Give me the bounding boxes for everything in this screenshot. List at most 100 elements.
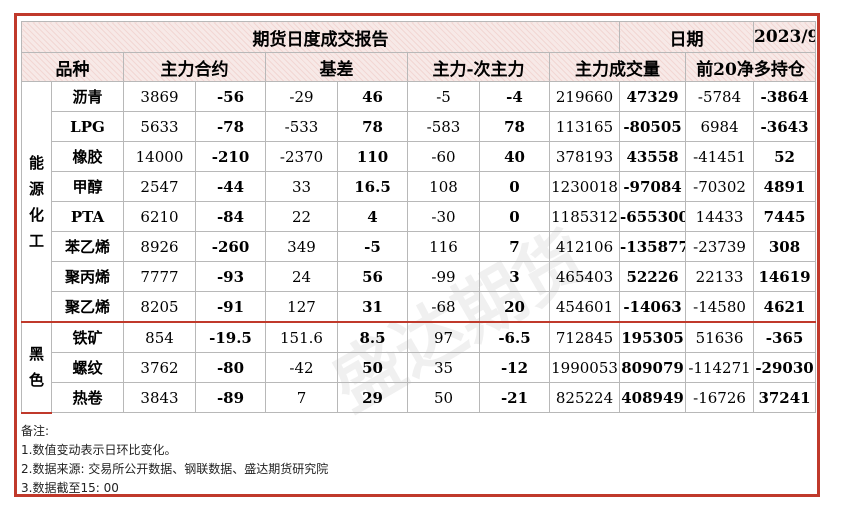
top20-value: 6984 [685,111,755,142]
main-contract-change: -80 [195,352,266,383]
spread-value: -5 [407,81,480,112]
top20-value: -41451 [685,141,755,172]
spread-value: 97 [407,321,480,353]
report-frame: 盛达期货 期货日度成交报告 日期 2023/9/21 品种 主力合约 基差 主力… [14,13,820,497]
spread-value: -99 [407,261,480,292]
table-row: 苯乙烯 8926 -260 349 -5 116 7 412106 -135877 -23739 3… [22,231,817,262]
volume-value: 454601 [548,291,621,323]
volume-value: 113165 [548,111,621,142]
product-name: 铁矿 [51,321,124,353]
volume-change: -97084 [619,171,687,202]
top20-change: -3864 [753,81,817,112]
top20-value: -114271 [685,352,755,383]
table-row: PTA 6210 -84 22 4 -30 0 1185312 -655300 14433 7445 [22,201,817,232]
top20-value: -14580 [685,291,755,323]
table-row: 黑色 铁矿 854 -19.5 151.6 8.5 97 -6.5 712845 195305 51… [21,321,817,414]
spread-value: -60 [407,141,480,172]
table-row: 橡胶 14000 -210 -2370 110 -60 40 378193 43558 -4145… [22,141,817,172]
spread-change: 7 [479,231,550,262]
spread-change: -21 [479,382,550,413]
header-basis: 基差 [265,52,408,82]
spread-change: 20 [479,291,550,323]
basis-value: 22 [265,201,338,232]
basis-change: 8.5 [337,321,408,353]
basis-value: 127 [265,291,338,323]
table-row: 能源化工 沥青 3869 -56 -29 46 -5 -4 219660 47329 -5784 -3… [21,81,817,323]
main-contract-change: -89 [195,382,266,413]
top20-change: 4621 [753,291,817,323]
basis-change: 4 [337,201,408,232]
volume-value: 1185312 [548,201,621,232]
top20-change: -365 [753,321,817,353]
basis-value: -42 [265,352,338,383]
main-contract-change: -210 [195,141,266,172]
volume-change: 408949 [619,382,687,413]
spread-value: 116 [407,231,480,262]
report-table: 期货日度成交报告 日期 2023/9/21 品种 主力合约 基差 主力-次主力 … [20,21,817,414]
product-name: LPG [51,111,124,142]
category-label: 黑色 [21,321,52,414]
main-contract-price: 3843 [123,382,196,413]
spread-change: 0 [479,171,550,202]
product-name: 聚乙烯 [51,291,124,323]
basis-value: 7 [265,382,338,413]
volume-change: 43558 [619,141,687,172]
main-contract-change: -84 [195,201,266,232]
table-row: LPG 5633 -78 -533 78 -583 78 113165 -80505 6984 -3… [22,111,817,142]
volume-change: 195305 [619,321,687,353]
volume-value: 1230018 [548,171,621,202]
basis-change: 50 [337,352,408,383]
main-contract-price: 3869 [123,81,196,112]
spread-value: 108 [407,171,480,202]
spread-change: 78 [479,111,550,142]
main-contract-price: 8926 [123,231,196,262]
main-contract-price: 7777 [123,261,196,292]
volume-value: 412106 [548,231,621,262]
product-name: 沥青 [51,81,124,112]
basis-value: 349 [265,231,338,262]
main-contract-price: 6210 [123,201,196,232]
basis-value: -2370 [265,141,338,172]
basis-change: -5 [337,231,408,262]
volume-change: 52226 [619,261,687,292]
top20-change: 308 [753,231,817,262]
top20-value: 14433 [685,201,755,232]
top20-change: 14619 [753,261,817,292]
top20-change: 37241 [753,382,817,413]
product-name: 橡胶 [51,141,124,172]
main-contract-price: 8205 [123,291,196,323]
notes-line: 3.数据截至15: 00 [21,481,119,495]
main-contract-change: -56 [195,81,266,112]
volume-change: -655300 [619,201,687,232]
volume-change: -135877 [619,231,687,262]
main-contract-change: -19.5 [195,321,266,353]
table-row: 聚丙烯 7777 -93 24 56 -99 3 465403 52226 22133 14619 [22,261,817,292]
volume-value: 825224 [548,382,621,413]
basis-change: 46 [337,81,408,112]
top20-change: 7445 [753,201,817,232]
top20-value: -16726 [685,382,755,413]
volume-value: 1990053 [548,352,621,383]
top20-change: -3643 [753,111,817,142]
basis-value: 33 [265,171,338,202]
basis-value: 24 [265,261,338,292]
spread-change: 0 [479,201,550,232]
top20-change: 4891 [753,171,817,202]
main-contract-price: 2547 [123,171,196,202]
basis-value: -29 [265,81,338,112]
product-name: PTA [51,201,124,232]
table-row: 甲醇 2547 -44 33 16.5 108 0 1230018 -97084 -70302 48… [22,171,817,202]
product-name: 甲醇 [51,171,124,202]
spread-change: 3 [479,261,550,292]
spread-value: 50 [407,382,480,413]
notes: 备注: 1.数值变动表示日环比变化。 2.数据来源: 交易所公开数据、钢联数据、… [21,422,328,498]
date-value: 2023/9/21 [753,21,817,53]
basis-change: 29 [337,382,408,413]
main-contract-change: -78 [195,111,266,142]
top20-change: 52 [753,141,817,172]
spread-value: -68 [407,291,480,323]
volume-change: 809079 [619,352,687,383]
top20-value: -5784 [685,81,755,112]
spread-value: -583 [407,111,480,142]
product-name: 聚丙烯 [51,261,124,292]
